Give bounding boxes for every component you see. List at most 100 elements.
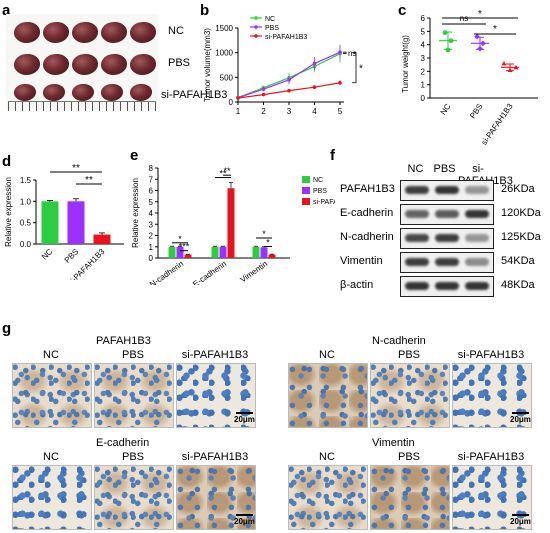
wb-protein-label: PAFAH1B3: [340, 183, 395, 195]
wb-band: [435, 258, 459, 266]
ihc-column-label: NC: [43, 349, 59, 361]
wb-protein-label: N-cadherin: [340, 231, 394, 243]
data-point: [477, 45, 483, 52]
bracket-sig: [352, 52, 357, 84]
x-tick-label: 3: [287, 107, 292, 116]
wb-kda-label: 120KDa: [501, 207, 541, 219]
tumor-volume-chart: 0 500 1000 1500 1 2 3 4 5 Tumor volume(mm3) NC PBS s…: [203, 16, 363, 116]
annotation-star: *: [266, 238, 270, 248]
data-point: [445, 47, 451, 53]
y-tick-label: 1.0: [20, 197, 32, 206]
ihc-image: [370, 363, 450, 428]
tumor-specimen: [101, 84, 123, 101]
bar: [252, 246, 260, 258]
y-tick-label: 5: [149, 198, 154, 207]
ihc-column-label: NC: [319, 349, 335, 361]
tumor-specimen: [130, 22, 156, 43]
ihc-column-label: PBS: [397, 451, 420, 463]
annotation-star: **: [219, 169, 227, 179]
panel-letter-b: b: [200, 2, 210, 19]
tumor-specimen: [72, 84, 94, 101]
annotation-star: *: [178, 234, 182, 244]
data-point: [338, 80, 342, 85]
x-tick-label: 4: [312, 107, 317, 116]
y-tick-label: 1500: [215, 24, 233, 33]
data-point: [312, 85, 317, 89]
x-tick-label: 1: [236, 107, 241, 116]
y-tick-label: 4: [421, 41, 426, 50]
data-point: [501, 60, 507, 66]
ihc-image: [452, 465, 532, 530]
annotation-star: *: [478, 10, 482, 20]
data-point: [442, 30, 448, 36]
legend-label: si-PAFAH1B3: [265, 34, 307, 41]
tumor-specimen: [14, 22, 40, 43]
data-point: [338, 50, 342, 54]
legend-marker: [254, 25, 258, 29]
wb-lane-box: [400, 204, 494, 225]
y-axis-label: Tumor volume(mm3): [203, 28, 212, 102]
legend-marker: [254, 16, 258, 20]
wb-kda-label: 48KDa: [501, 279, 535, 291]
y-tick-label: 500: [220, 73, 234, 82]
wb-lane-box: [400, 228, 494, 249]
legend-marker: [254, 34, 258, 38]
x-tick-label: si-PAFAH1B3: [480, 102, 515, 147]
ihc-column-label: PBS: [121, 349, 144, 361]
bar: [176, 246, 184, 258]
wb-kda-label: 54KDa: [501, 255, 535, 267]
wb-band: [465, 186, 489, 194]
bar: [168, 246, 176, 258]
wb-band: [405, 210, 429, 218]
tumor-specimen: [130, 84, 152, 101]
wb-band: [435, 210, 459, 218]
wb-lane-box: [400, 252, 494, 273]
wb-col-pbs: PBS: [433, 163, 456, 175]
wb-kda-label: 26KDa: [501, 183, 535, 195]
annotation-star: **: [223, 166, 231, 176]
bar: [211, 246, 219, 258]
bar: [219, 246, 227, 258]
y-tick-label: 0: [149, 254, 154, 263]
wb-band: [405, 234, 429, 242]
ihc-image: [12, 363, 92, 428]
ihc-group-title: N-cadherin: [372, 335, 426, 347]
scale-bar: 20μm: [234, 412, 255, 424]
legend-label: PBS: [313, 188, 327, 195]
relative-expression-chart-e: 0 1 2 3 4 5 6 7 8 Relative expression N-cadherin E-…: [131, 164, 335, 285]
ihc-column-label: NC: [319, 451, 335, 463]
bar: [184, 254, 192, 258]
annotation-star: *: [493, 24, 497, 35]
panel-letter-g: g: [2, 320, 12, 337]
y-tick-label: 4: [149, 209, 154, 218]
tumor-specimen: [101, 22, 127, 43]
y-tick-label: 3: [149, 220, 154, 229]
bar: [41, 201, 59, 244]
bar: [93, 234, 111, 244]
scale-bar: 20μm: [234, 514, 255, 526]
panel-letter-e: e: [130, 147, 139, 164]
x-tick-label: NC: [40, 247, 55, 262]
row-label-pbs: PBS: [168, 57, 191, 69]
wb-band: [465, 282, 489, 290]
wb-band: [465, 210, 489, 218]
ihc-column-label: si-PAFAH1B3: [181, 451, 249, 463]
ihc-image: [288, 363, 368, 428]
y-tick-label: 0.5: [20, 219, 32, 228]
wb-protein-label: β-actin: [340, 279, 374, 291]
y-tick-label: 0: [421, 94, 426, 103]
x-tick-label: Vimentin: [239, 259, 270, 284]
data-point: [287, 88, 291, 93]
annotation-star: **: [72, 163, 80, 174]
bar: [227, 188, 235, 258]
bar: [268, 254, 276, 258]
y-axis-label: Relative expression: [4, 177, 13, 247]
y-tick-label: 5: [421, 27, 426, 36]
x-tick-label: NC: [439, 102, 453, 117]
ihc-column-label: si-PAFAH1B3: [457, 349, 525, 361]
ihc-image: [176, 465, 256, 530]
x-tick-label: E-cadherin: [191, 259, 228, 285]
y-axis-label: Relative expression: [131, 178, 140, 248]
data-point: [474, 33, 480, 40]
